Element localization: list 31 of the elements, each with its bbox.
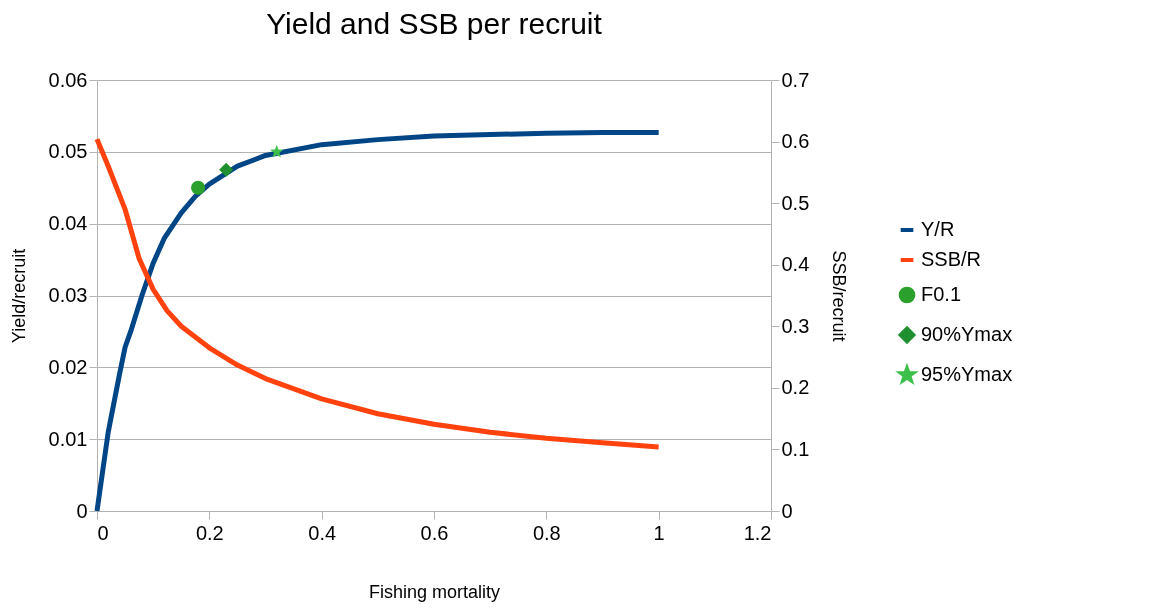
y2-tick-label: 0.5 [781, 191, 810, 214]
y2-tick-label: 0.4 [781, 253, 810, 276]
x-tick-label: 0.4 [308, 521, 337, 544]
y-tick-label: 0.06 [48, 68, 88, 91]
y2-tick-label: 0.7 [781, 68, 810, 91]
y2-axis-title: SSB/recruit [829, 250, 850, 342]
legend-label: 90%Ymax [921, 323, 1013, 345]
x-tick-label: 0 [97, 521, 109, 544]
y-tick-label: 0.04 [48, 212, 88, 235]
x-tick-label: 1.2 [743, 521, 772, 544]
y-tick-label: 0.05 [48, 140, 88, 163]
legend-label: 95%Ymax [921, 363, 1013, 385]
chart-title: Yield and SSB per recruit [266, 7, 603, 40]
x-tick-label: 0.6 [420, 521, 449, 544]
legend-label: F0.1 [921, 283, 962, 305]
y-axis-title: Yield/recruit [8, 248, 29, 344]
y2-tick-label: 0.6 [781, 130, 810, 153]
y-tick-label: 0.01 [48, 427, 88, 450]
x-tick-label: 1 [653, 521, 665, 544]
y2-tick-label: 0.2 [781, 376, 810, 399]
y2-tick-label: 0.1 [781, 437, 810, 460]
y-tick-label: 0.02 [48, 355, 88, 378]
y2-tick-label: 0 [781, 499, 793, 522]
y-tick-label: 0 [76, 499, 88, 522]
x-tick-label: 0.2 [195, 521, 224, 544]
legend-label: Y/R [921, 218, 955, 240]
y2-tick-label: 0.3 [781, 314, 810, 337]
legend-label: SSB/R [921, 248, 982, 270]
x-axis-title: Fishing mortality [368, 581, 501, 602]
x-tick-label: 0.8 [532, 521, 561, 544]
y-tick-label: 0.03 [48, 284, 88, 306]
